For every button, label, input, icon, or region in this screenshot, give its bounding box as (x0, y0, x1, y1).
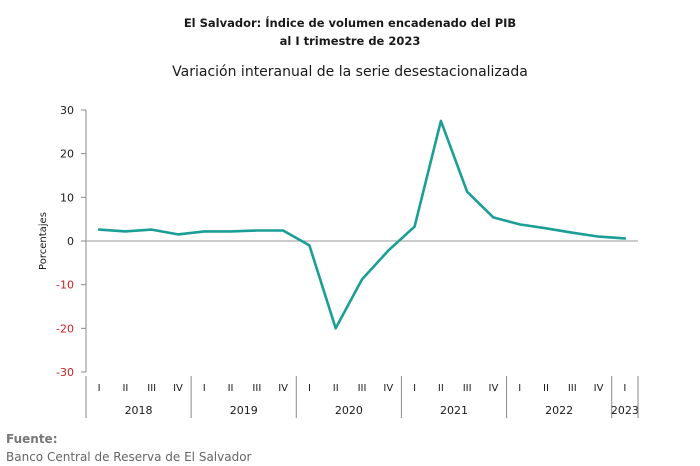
chart-subtitle: Variación interanual de la serie desesta… (172, 64, 528, 80)
chart-title-line2: al I trimestre de 2023 (279, 34, 421, 48)
x-tick-label-quarter: II (228, 383, 234, 394)
y-tick-label: 10 (60, 191, 74, 204)
x-tick-label-quarter: III (147, 383, 156, 394)
x-tick-label-quarter: II (122, 383, 128, 394)
x-tick-label-quarter: III (568, 383, 577, 394)
y-tick-label: -30 (56, 366, 74, 379)
x-tick-label-quarter: IV (489, 383, 499, 394)
x-tick-label-year: 2019 (230, 404, 258, 417)
x-tick-label-quarter: I (518, 383, 521, 394)
x-tick-label-quarter: IV (173, 383, 183, 394)
y-tick-label: 0 (67, 235, 74, 248)
x-tick-label-quarter: IV (383, 383, 393, 394)
series-line (97, 119, 627, 330)
chart-title: El Salvador: Índice de volumen encadenad… (183, 16, 517, 30)
footer-source-text: Banco Central de Reserva de El Salvador (6, 450, 252, 464)
x-tick-label-quarter: I (203, 383, 206, 394)
x-tick-label-quarter: III (463, 383, 472, 394)
x-tick-label-year: 2021 (440, 404, 468, 417)
x-tick-label-year: 2020 (335, 404, 363, 417)
x-tick-label-quarter: IV (594, 383, 604, 394)
x-tick-label-quarter: I (308, 383, 311, 394)
x-tick-label-quarter: IV (278, 383, 288, 394)
x-tick-label-quarter: II (438, 383, 444, 394)
x-tick-label-quarter: II (333, 383, 339, 394)
footer-source-label: Fuente: (6, 432, 58, 446)
y-tick-label: 30 (60, 104, 74, 117)
x-tick-label-quarter: I (98, 383, 101, 394)
x-tick-label-quarter: III (252, 383, 261, 394)
x-tick-label-year: 2023 (611, 404, 639, 417)
y-tick-label: -20 (56, 322, 74, 335)
x-tick-label-quarter: I (413, 383, 416, 394)
x-tick-label-quarter: III (358, 383, 367, 394)
x-tick-label-year: 2022 (545, 404, 573, 417)
x-tick-label-year: 2018 (125, 404, 153, 417)
y-tick-label: -10 (56, 279, 74, 292)
x-tick-label-quarter: I (623, 383, 626, 394)
y-axis-label: Porcentajes (38, 212, 49, 270)
x-tick-label-quarter: II (543, 383, 549, 394)
y-tick-label: 20 (60, 148, 74, 161)
